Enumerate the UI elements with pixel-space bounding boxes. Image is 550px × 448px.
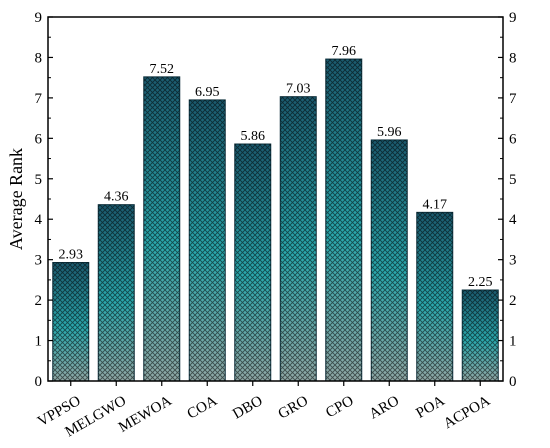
left-y-tick-label: 5 xyxy=(35,172,43,188)
data-label-acpoa: 2.25 xyxy=(468,275,493,290)
bar-dbo xyxy=(234,143,272,382)
bar-poa xyxy=(416,211,454,382)
left-y-tick-label: 2 xyxy=(35,293,43,309)
left-y-tick-label: 7 xyxy=(35,91,43,107)
left-y-tick-label: 1 xyxy=(35,334,43,350)
left-y-tick-label: 3 xyxy=(35,253,43,269)
bar-hatch xyxy=(416,212,453,381)
data-label-mewoa: 7.52 xyxy=(150,62,175,77)
data-label-dbo: 5.86 xyxy=(241,129,266,144)
bar-hatch xyxy=(189,99,226,382)
right-y-tick-label: 7 xyxy=(509,91,517,107)
bar-acpoa xyxy=(461,289,499,382)
data-label-melgwo: 4.36 xyxy=(104,190,129,205)
bar-vppso xyxy=(52,261,90,382)
left-y-axis: 0 1 2 3 4 5 6 7 8 9 xyxy=(35,10,53,390)
bar-hatch xyxy=(325,59,362,381)
x-tick-label-acpoa: ACPOA xyxy=(441,393,493,432)
x-tick-label-dbo: DBO xyxy=(230,393,266,423)
data-label-aro: 5.96 xyxy=(377,125,402,140)
x-tick-label-coa: COA xyxy=(185,393,221,423)
right-y-tick-label: 5 xyxy=(509,172,517,188)
right-y-tick-label: 9 xyxy=(509,10,517,26)
right-y-axis: 0 1 2 3 4 5 6 7 8 9 xyxy=(498,10,517,390)
bar-hatch xyxy=(143,76,180,381)
right-y-tick-label: 4 xyxy=(509,212,517,228)
left-y-tick-label: 0 xyxy=(35,374,43,390)
data-label-cpo: 7.96 xyxy=(332,44,357,59)
left-y-tick-label: 8 xyxy=(35,50,43,66)
x-tick-label-cpo: CPO xyxy=(323,393,356,422)
bar-hatch xyxy=(234,143,271,381)
bar-cpo xyxy=(325,58,363,382)
x-tick-label-aro: ARO xyxy=(367,393,403,423)
bar-hatch xyxy=(371,139,408,381)
bar-aro xyxy=(370,139,408,382)
bar-hatch xyxy=(52,262,89,381)
bar-melgwo xyxy=(97,204,135,382)
bar-mewoa xyxy=(143,76,181,382)
y-axis-title: Average Rank xyxy=(6,148,26,250)
left-y-tick-label: 4 xyxy=(35,212,43,228)
right-y-tick-label: 6 xyxy=(509,131,517,147)
right-y-tick-label: 0 xyxy=(509,374,517,390)
bars-group xyxy=(52,58,499,382)
bar-gro xyxy=(279,96,317,382)
left-y-tick-label: 6 xyxy=(35,131,43,147)
bar-hatch xyxy=(280,96,317,382)
x-tick-label-mewoa: MEWOA xyxy=(116,393,175,436)
data-label-coa: 6.95 xyxy=(195,85,220,100)
data-label-gro: 7.03 xyxy=(286,82,311,97)
bar-hatch xyxy=(462,290,499,381)
bar-hatch xyxy=(98,204,135,381)
right-y-tick-label: 8 xyxy=(509,50,517,66)
data-labels-group: 2.93 4.36 7.52 6.95 5.86 7.03 7.96 5.96 4.17 2.25 xyxy=(59,44,493,290)
right-y-tick-label: 1 xyxy=(509,334,517,350)
left-y-tick-label: 9 xyxy=(35,10,43,26)
right-y-tick-label: 2 xyxy=(509,293,517,309)
x-tick-label-gro: GRO xyxy=(276,393,312,423)
data-label-vppso: 2.93 xyxy=(59,247,84,262)
right-y-tick-label: 3 xyxy=(509,253,517,269)
data-label-poa: 4.17 xyxy=(423,197,448,212)
bar-coa xyxy=(188,99,226,382)
